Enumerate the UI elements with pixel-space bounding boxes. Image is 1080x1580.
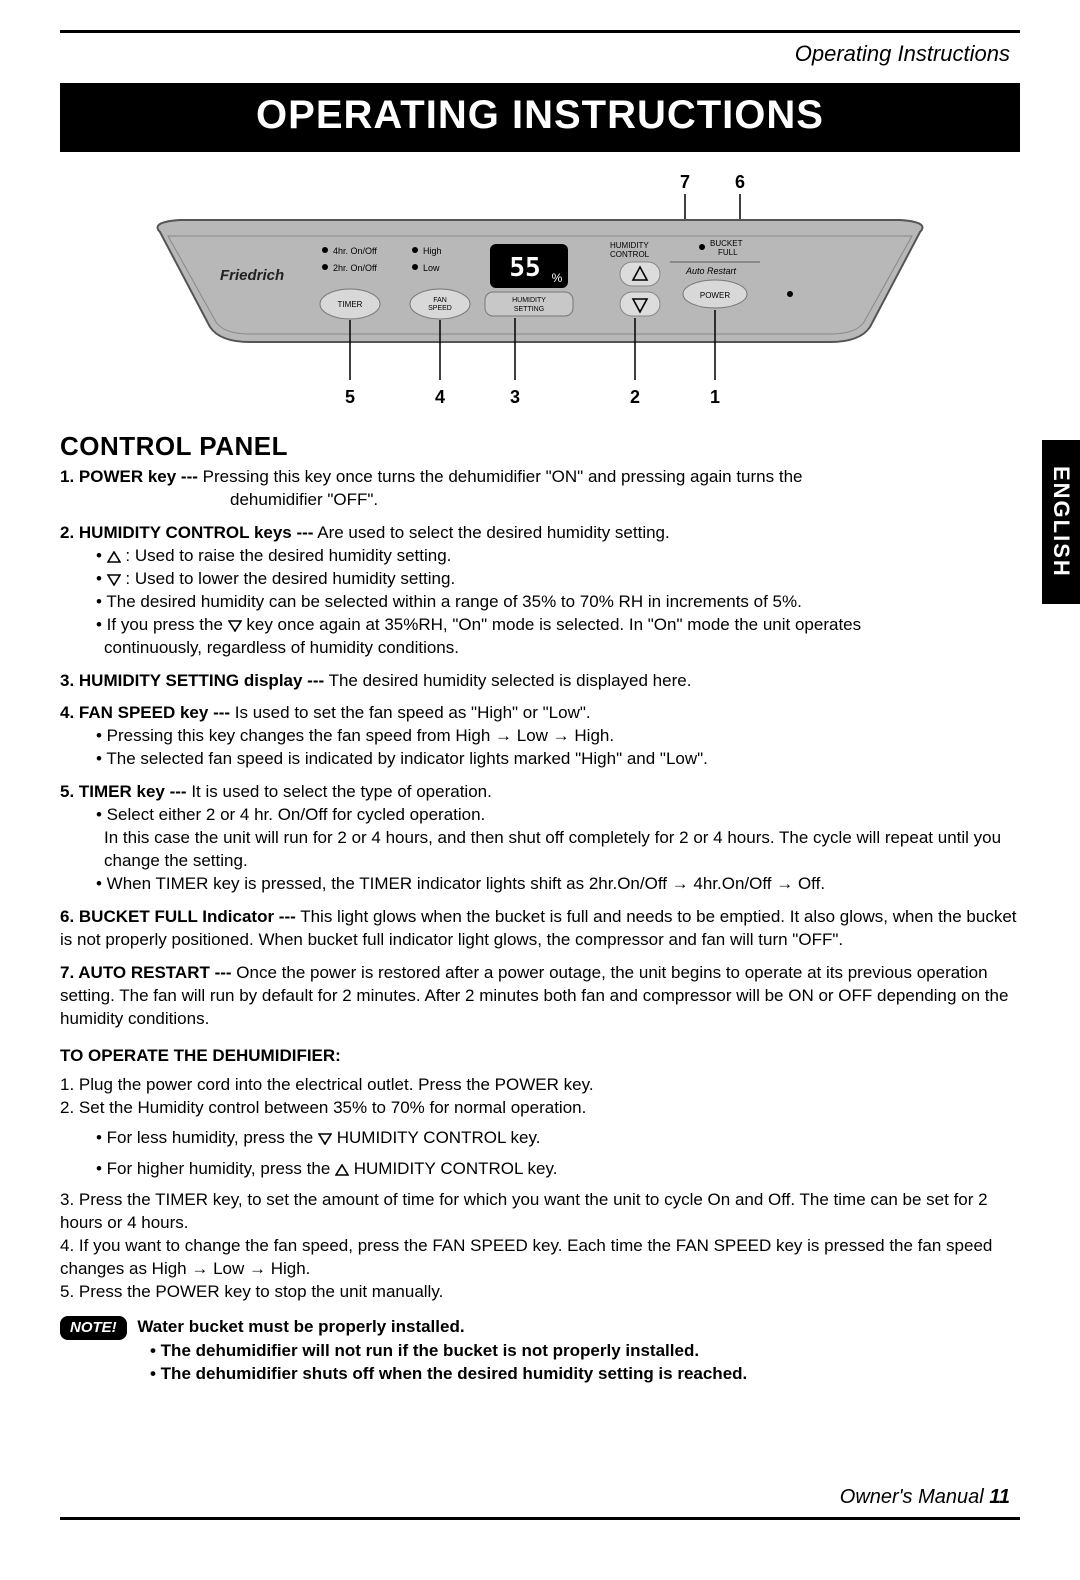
svg-text:HUMIDITY: HUMIDITY — [610, 241, 649, 250]
note-line: NOTE! Water bucket must be properly inst… — [60, 1316, 1020, 1340]
page-frame: Operating Instructions OPERATING INSTRUC… — [60, 30, 1020, 1520]
svg-text:FAN: FAN — [433, 297, 447, 304]
callout-5: 5 — [345, 387, 355, 408]
svg-text:POWER: POWER — [700, 291, 730, 300]
item2-b1: • : Used to raise the desired humidity s… — [96, 545, 1020, 568]
brand-label: Friedrich — [220, 267, 284, 284]
svg-text:CONTROL: CONTROL — [610, 250, 650, 259]
item2-text: Are used to select the desired humidity … — [313, 523, 669, 542]
page-number: 11 — [989, 1486, 1010, 1508]
operate-4: 4. If you want to change the fan speed, … — [60, 1235, 1020, 1281]
item4-text: Is used to set the fan speed as "High" o… — [230, 703, 591, 722]
item5-b2: • When TIMER key is pressed, the TIMER i… — [96, 873, 1020, 896]
item2-b2: • : Used to lower the desired humidity s… — [96, 568, 1020, 591]
callout-7: 7 — [680, 172, 690, 193]
svg-text:%: % — [552, 271, 563, 285]
item2-b4c: continuously, regardless of humidity con… — [104, 637, 1020, 660]
callout-4: 4 — [435, 387, 445, 408]
svg-text:BUCKET: BUCKET — [710, 239, 743, 248]
item7-label: 7. AUTO RESTART --- — [60, 963, 232, 982]
callouts-bottom: 5 4 3 2 1 — [130, 387, 950, 415]
svg-text:HUMIDITY: HUMIDITY — [512, 297, 546, 304]
section-title: CONTROL PANEL — [60, 431, 1020, 462]
operate-3: 3. Press the TIMER key, to set the amoun… — [60, 1189, 1020, 1235]
callout-6: 6 — [735, 172, 745, 193]
operate-1: 1. Plug the power cord into the electric… — [60, 1074, 1020, 1097]
operate-heading: TO OPERATE THE DEHUMIDIFIER: — [60, 1045, 1020, 1068]
item1-label: 1. POWER key --- — [60, 467, 198, 486]
triangle-up-icon — [335, 1164, 349, 1176]
note-badge: NOTE! — [60, 1316, 127, 1340]
triangle-down-icon — [107, 574, 121, 586]
svg-text:SPEED: SPEED — [428, 305, 452, 312]
note-b1: • The dehumidifier will not run if the b… — [150, 1340, 1020, 1363]
operate-2: 2. Set the Humidity control between 35% … — [60, 1097, 1020, 1120]
svg-text:SETTING: SETTING — [514, 306, 544, 313]
operate-2-b1: • For less humidity, press the HUMIDITY … — [96, 1127, 1020, 1150]
item4-b2: • The selected fan speed is indicated by… — [96, 748, 1020, 771]
footer: Owner's Manual 11 — [840, 1486, 1010, 1509]
svg-text:Low: Low — [423, 263, 440, 273]
footer-text: Owner's Manual — [840, 1486, 989, 1508]
item5-text: It is used to select the type of operati… — [187, 782, 492, 801]
item2-b3: • The desired humidity can be selected w… — [96, 591, 1020, 614]
svg-text:4hr. On/Off: 4hr. On/Off — [333, 246, 377, 256]
triangle-up-icon — [107, 551, 121, 563]
item5-b1c: In this case the unit will run for 2 or … — [104, 827, 1020, 873]
item5-label: 5. TIMER key --- — [60, 782, 187, 801]
item3-label: 3. HUMIDITY SETTING display --- — [60, 671, 324, 690]
triangle-down-icon — [228, 620, 242, 632]
svg-text:55: 55 — [509, 253, 540, 283]
operate-2-b2: • For higher humidity, press the HUMIDIT… — [96, 1158, 1020, 1181]
operate-5: 5. Press the POWER key to stop the unit … — [60, 1281, 1020, 1304]
item6-label: 6. BUCKET FULL Indicator --- — [60, 907, 296, 926]
item3-text: The desired humidity selected is display… — [324, 671, 691, 690]
language-tab: ENGLISH — [1042, 440, 1080, 604]
item2-b4: • If you press the key once again at 35%… — [96, 614, 1020, 637]
callout-1: 1 — [710, 387, 720, 408]
control-panel-svg: Friedrich 4hr. On/Off 2hr. On/Off High L… — [130, 192, 950, 382]
callout-3: 3 — [510, 387, 520, 408]
item4-b1: • Pressing this key changes the fan spee… — [96, 725, 1020, 748]
header-label: Operating Instructions — [60, 33, 1020, 77]
svg-text:High: High — [423, 246, 442, 256]
svg-text:Auto Restart: Auto Restart — [685, 266, 737, 276]
section-banner: OPERATING INSTRUCTIONS — [60, 83, 1020, 152]
note-b2: • The dehumidifier shuts off when the de… — [150, 1363, 1020, 1386]
callouts-top: 7 6 — [130, 172, 950, 192]
item1-cont: dehumidifier "OFF". — [230, 489, 1020, 512]
callout-2: 2 — [630, 387, 640, 408]
item2-label: 2. HUMIDITY CONTROL keys --- — [60, 523, 313, 542]
svg-text:FULL: FULL — [718, 248, 738, 257]
triangle-down-icon — [318, 1133, 332, 1145]
item1-text: Pressing this key once turns the dehumid… — [198, 467, 803, 486]
control-panel-figure: 7 6 Friedrich 4hr. On/Off 2hr. On/Off Hi… — [60, 152, 1020, 425]
svg-text:2hr. On/Off: 2hr. On/Off — [333, 263, 377, 273]
item5-b1: • Select either 2 or 4 hr. On/Off for cy… — [96, 804, 1020, 827]
item4-label: 4. FAN SPEED key --- — [60, 703, 230, 722]
content-body: 1. POWER key --- Pressing this key once … — [60, 466, 1020, 1386]
svg-text:TIMER: TIMER — [338, 300, 363, 309]
